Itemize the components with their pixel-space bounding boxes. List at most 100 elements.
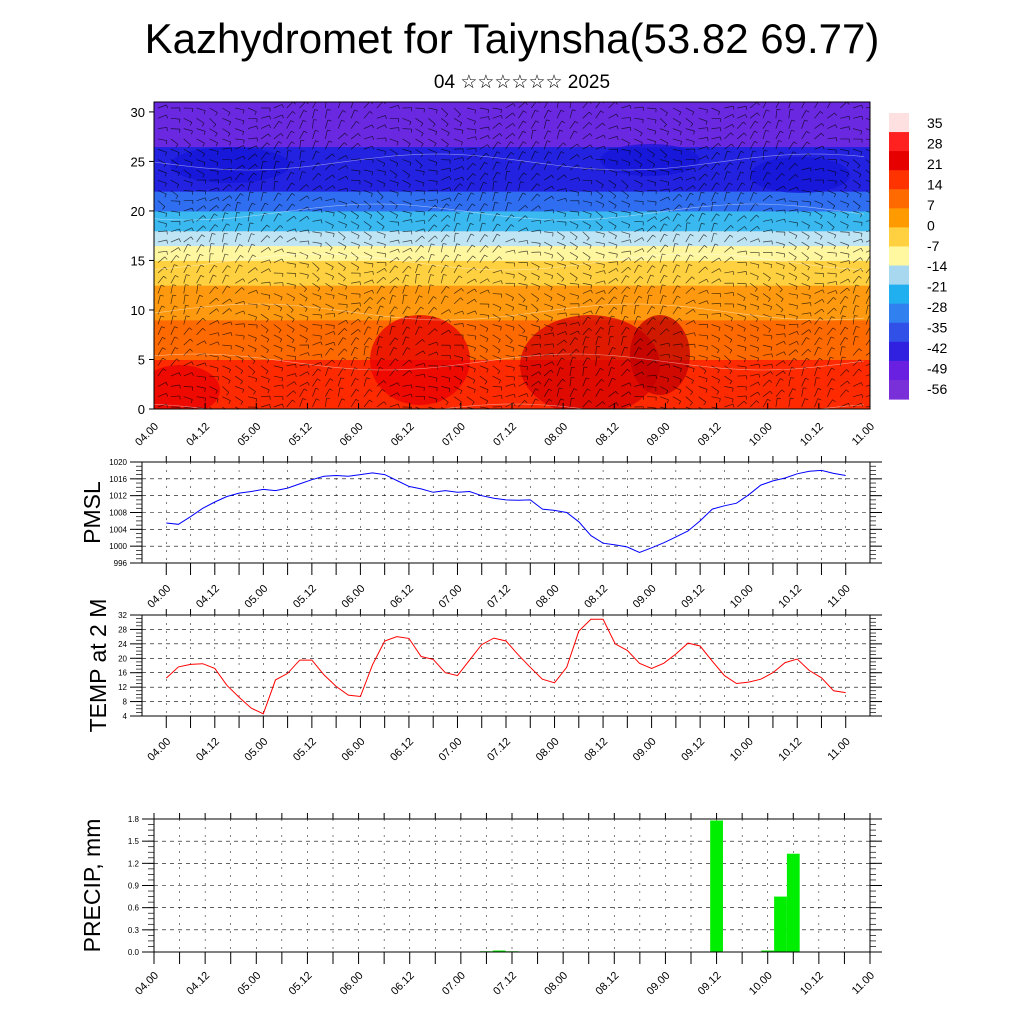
wind-barb <box>415 190 425 192</box>
wind-barb <box>209 341 218 346</box>
wind-barb <box>222 128 231 134</box>
wind-barb-flag <box>796 295 798 299</box>
wind-barb <box>749 381 759 387</box>
wind-barb <box>827 148 837 151</box>
wind-barb-flag <box>752 181 757 184</box>
wind-barb-flag <box>421 143 424 147</box>
wind-barb-flag <box>817 346 822 349</box>
wind-barb <box>260 235 268 243</box>
wind-barb-flag <box>561 120 566 124</box>
wind-barb-flag <box>474 326 477 331</box>
wind-barb-flag <box>329 388 333 391</box>
wind-barb-flag <box>164 183 167 187</box>
wind-barb-flag <box>756 276 759 281</box>
x-tick-label: 08.00 <box>534 736 562 764</box>
wind-barb-flag <box>410 191 412 196</box>
wind-barb-flag <box>587 316 591 320</box>
wind-barb-flag <box>469 212 474 215</box>
wind-barb-flag <box>458 192 462 196</box>
wind-barb <box>222 203 229 212</box>
wind-barb <box>247 107 257 112</box>
wind-barb-flag <box>613 195 617 199</box>
wind-barb-flag <box>628 204 631 208</box>
wind-barb-flag <box>228 184 232 188</box>
wind-barb-flag <box>796 186 799 191</box>
wind-barb <box>299 102 306 109</box>
wind-barb-flag <box>780 309 784 313</box>
wind-barb <box>736 161 742 171</box>
wind-barb-flag <box>600 110 604 114</box>
wind-barb <box>685 365 695 370</box>
PMSL-x-axis: 04.00 04.12 05.00 05.12 06.00 06.12 07.00 07.12… <box>145 456 853 611</box>
wind-barb-flag <box>654 216 657 220</box>
wind-barb <box>492 313 501 320</box>
wind-barb <box>325 174 333 181</box>
wind-barb-flag <box>200 275 205 278</box>
wind-barb-flag <box>230 147 233 152</box>
wind-barb <box>608 179 617 186</box>
wind-barb <box>711 302 721 305</box>
wind-barb-flag <box>610 325 614 328</box>
wind-barb-flag <box>705 389 708 393</box>
wind-barb-flag <box>767 100 770 102</box>
wind-barb <box>157 337 163 346</box>
wind-barb <box>698 164 707 171</box>
wind-barb-flag <box>330 347 334 351</box>
wind-barb-flag <box>422 350 426 355</box>
colorbar-swatch <box>889 303 909 324</box>
wind-barb-flag <box>204 362 207 367</box>
wind-barb <box>222 332 232 336</box>
wind-barb-flag <box>265 370 269 375</box>
wind-barb-flag <box>343 267 346 271</box>
wind-barb-flag <box>487 144 490 148</box>
wind-barb <box>698 300 708 305</box>
wind-barb-flag <box>172 294 177 297</box>
wind-barb-flag <box>745 271 748 275</box>
wind-barb <box>402 256 410 263</box>
wind-barb <box>801 387 804 397</box>
wind-barb-flag <box>538 286 541 290</box>
wind-barb <box>312 272 320 280</box>
wind-barb-flag <box>706 346 708 351</box>
wind-barb-flag <box>475 136 477 141</box>
wind-barb <box>466 365 476 370</box>
wind-barb <box>466 324 476 327</box>
wind-barb-flag <box>255 398 258 403</box>
wind-barb-flag <box>526 285 528 289</box>
wind-barb <box>543 119 547 129</box>
wind-barb <box>737 114 746 119</box>
wind-barb <box>749 225 758 233</box>
wind-barb <box>505 393 515 398</box>
wind-barb-flag <box>821 123 825 127</box>
wind-barb-flag <box>841 346 846 348</box>
wind-barb-flag <box>578 177 580 182</box>
wind-barb <box>762 194 771 202</box>
wind-barb <box>852 179 861 186</box>
wind-barb-flag <box>380 196 384 200</box>
x-tick-label: 10.00 <box>728 583 756 611</box>
wind-barb-flag <box>448 309 452 313</box>
wind-barb <box>621 316 626 325</box>
colorbar-swatch <box>889 341 909 362</box>
wind-barb-flag <box>667 182 670 186</box>
isotherm-contour <box>154 353 865 371</box>
wind-barb-flag <box>551 361 555 366</box>
wind-barb-flag <box>642 248 645 252</box>
wind-barb-flag <box>692 287 696 291</box>
wind-barb <box>672 375 682 380</box>
wind-barb-flag <box>241 359 244 363</box>
wind-barb <box>428 328 436 336</box>
wind-barb <box>337 231 346 238</box>
wind-barb <box>209 169 219 172</box>
wind-barb-flag <box>256 145 259 150</box>
wind-barb <box>505 375 515 378</box>
x-tick-label: 05.00 <box>243 583 271 611</box>
wind-barb <box>222 386 230 393</box>
wind-barb-flag <box>191 372 194 377</box>
wind-barb <box>556 367 561 377</box>
wind-barb-flag <box>513 249 516 254</box>
wind-barb-flag <box>166 104 169 109</box>
wind-barb-flag <box>216 151 219 156</box>
wind-barb-flag <box>586 357 591 360</box>
wind-barb-flag <box>809 191 811 196</box>
